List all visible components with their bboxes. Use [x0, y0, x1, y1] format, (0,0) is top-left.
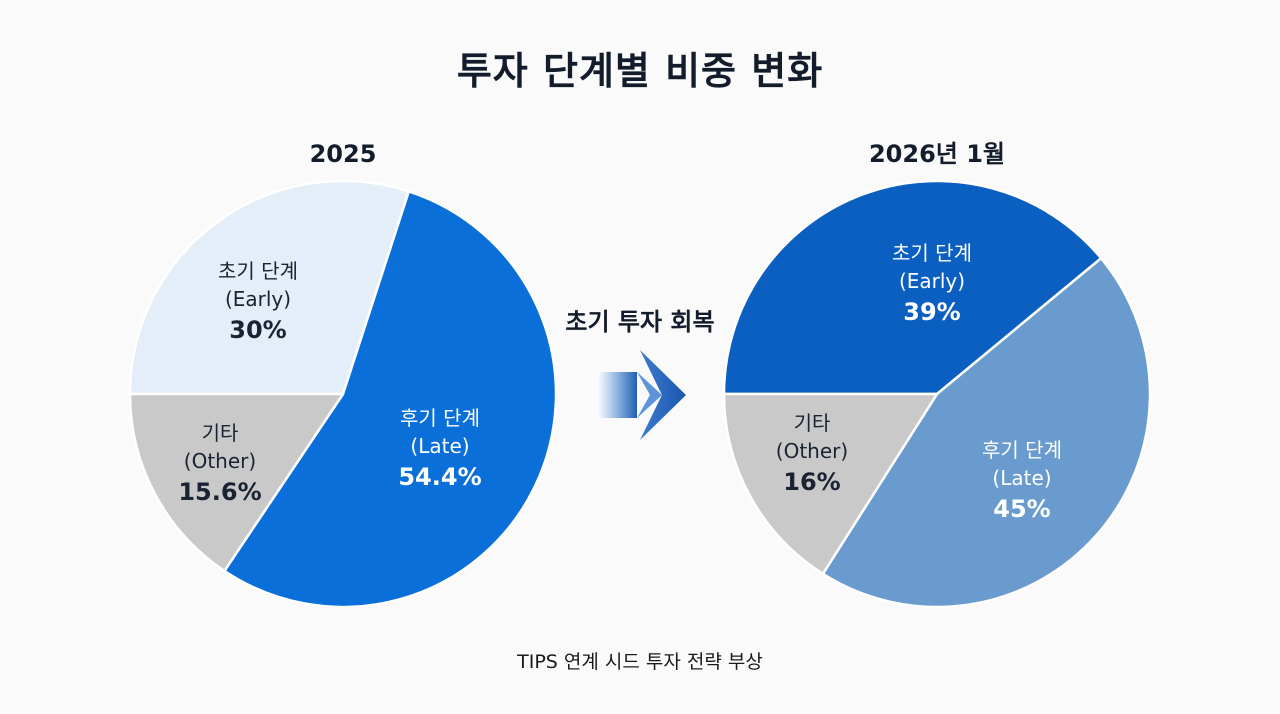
- pie-2025-title: 2025: [310, 140, 377, 168]
- pie-2026-slice-late-value: 45%: [993, 495, 1050, 523]
- pie-2026: 초기 단계 (Early) 39% 후기 단계 (Late) 45% 기타 (Other) 16…: [722, 179, 1152, 609]
- pie-2026-slice-early-label: 초기 단계: [892, 241, 972, 265]
- pie-2025: 초기 단계 (Early) 30% 후기 단계 (Late) 54.4% 기타 (Other)…: [128, 179, 558, 609]
- pie-2026-slice-other: [722, 392, 939, 576]
- pie-2026-title: 2026년 1월: [869, 140, 1005, 168]
- pie-2026-slice-other-value: 16%: [783, 468, 840, 496]
- pie-2025-slice-other-sublabel: (Other): [184, 449, 256, 473]
- pie-2026-slice-early-value: 39%: [903, 298, 960, 326]
- pie-2025-slice-early-label: 초기 단계: [218, 259, 298, 283]
- pie-2025-slice-late: [223, 190, 558, 609]
- pie-2026-slice-late-sublabel: (Late): [992, 466, 1051, 490]
- pie-2026-slice-other-label: 기타: [794, 411, 831, 435]
- footnote: TIPS 연계 시드 투자 전략 부상: [517, 651, 763, 673]
- pie-2025-slice-other-value: 15.6%: [178, 478, 261, 506]
- pie-2025-slice-early: [128, 179, 411, 396]
- pie-2025-slice-other-label: 기타: [202, 421, 239, 445]
- pie-2026-slice-early-sublabel: (Early): [899, 269, 965, 293]
- pie-2025-slice-late-sublabel: (Late): [410, 434, 469, 458]
- pie-2025-slice-other: [128, 392, 345, 573]
- pie-2026-slice-late-label: 후기 단계: [982, 438, 1062, 462]
- transition-label: 초기 투자 회복: [565, 308, 714, 336]
- pie-2026-slice-other-sublabel: (Other): [776, 439, 848, 463]
- pie-2025-slice-late-value: 54.4%: [398, 463, 481, 491]
- pie-2026-slice-late: [821, 256, 1152, 609]
- transition-arrow-icon: [597, 350, 686, 440]
- pie-2025-slice-early-value: 30%: [229, 316, 286, 344]
- pie-2025-slice-late-label: 후기 단계: [400, 406, 480, 430]
- pie-2025-slice-early-sublabel: (Early): [225, 287, 291, 311]
- pie-2026-slice-early: [722, 179, 1103, 396]
- chart-title: 투자 단계별 비중 변화: [456, 49, 824, 93]
